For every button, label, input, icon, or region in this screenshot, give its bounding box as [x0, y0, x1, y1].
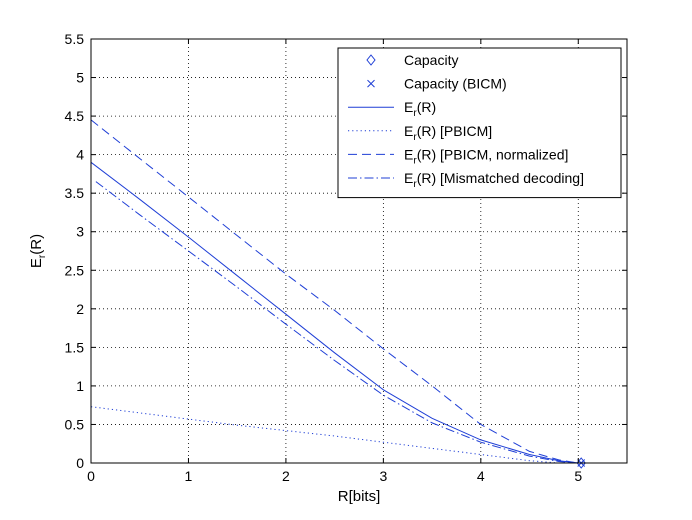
legend-entry-label: Er(R) [PBICM, normalized]	[404, 146, 568, 166]
x-tick-label: 1	[185, 468, 193, 484]
legend-entry-label: Er(R) [Mismatched decoding]	[404, 170, 584, 190]
legend-entry-label: Er(R) [PBICM]	[404, 123, 492, 143]
legend-label-main: E	[404, 170, 413, 186]
y-axis-label-rest: (R)	[28, 234, 45, 255]
x-tick-label: 2	[282, 468, 290, 484]
legend-label-rest: (R) [Mismatched decoding]	[417, 170, 584, 186]
legend-label-rest: (R)	[417, 99, 436, 115]
legend-label-main: E	[404, 123, 413, 139]
y-tick-label: 4	[76, 147, 84, 163]
axes-frame	[90, 38, 628, 464]
legend-label-rest: (R) [PBICM, normalized]	[417, 146, 569, 162]
x-tick-label: 5	[574, 468, 582, 484]
legend-marker-x	[367, 79, 375, 88]
legend-entry-label: Capacity	[404, 52, 458, 68]
y-axis-label: Er(R)	[28, 234, 48, 268]
legend-label-sub: r	[413, 132, 417, 143]
ticks: 0 1 2 3 4 5 0 0.5 1 1.5 2 2.5 3 3.5 4 4.5 5 5.5	[65, 31, 627, 484]
legend-label-main: E	[404, 99, 413, 115]
series-line-3-dashed	[90, 119, 579, 464]
y-axis-label-main: E	[28, 258, 45, 268]
legend-label-sub: r	[413, 155, 417, 166]
y-tick-label: 0.5	[65, 416, 85, 432]
y-axis-label-sub: r	[37, 254, 48, 258]
legend-label-rest: (R) [PBICM]	[417, 123, 492, 139]
y-tick-label: 2.5	[65, 262, 85, 278]
legend-entry-label: Er(R)	[404, 99, 436, 119]
y-tick-label: 3.5	[65, 185, 85, 201]
y-tick-label: 5	[76, 70, 84, 86]
legend-entry-label: Capacity (BICM)	[404, 76, 507, 92]
legend-label-sub: r	[413, 179, 417, 190]
series-line-4-dashdot	[95, 181, 579, 464]
y-tick-label: 4.5	[65, 108, 85, 124]
y-tick-label: 3	[76, 224, 84, 240]
x-tick-label: 0	[87, 468, 95, 484]
y-tick-label: 2	[76, 301, 84, 317]
series-layer	[90, 119, 579, 464]
y-tick-label: 1.5	[65, 339, 85, 355]
legend-box	[337, 47, 622, 199]
y-tick-label: 1	[76, 378, 84, 394]
y-tick-label: 5.5	[65, 31, 85, 47]
legend-label-main: E	[404, 146, 413, 162]
legend-label-sub: r	[413, 108, 417, 119]
x-axis-label: R[bits]	[338, 488, 381, 505]
x-tick-label: 3	[379, 468, 387, 484]
legend-marker-diamond	[366, 54, 376, 66]
x-tick-label: 4	[477, 468, 485, 484]
series-line-1-solid	[90, 161, 579, 464]
y-tick-label: 0	[76, 455, 84, 471]
